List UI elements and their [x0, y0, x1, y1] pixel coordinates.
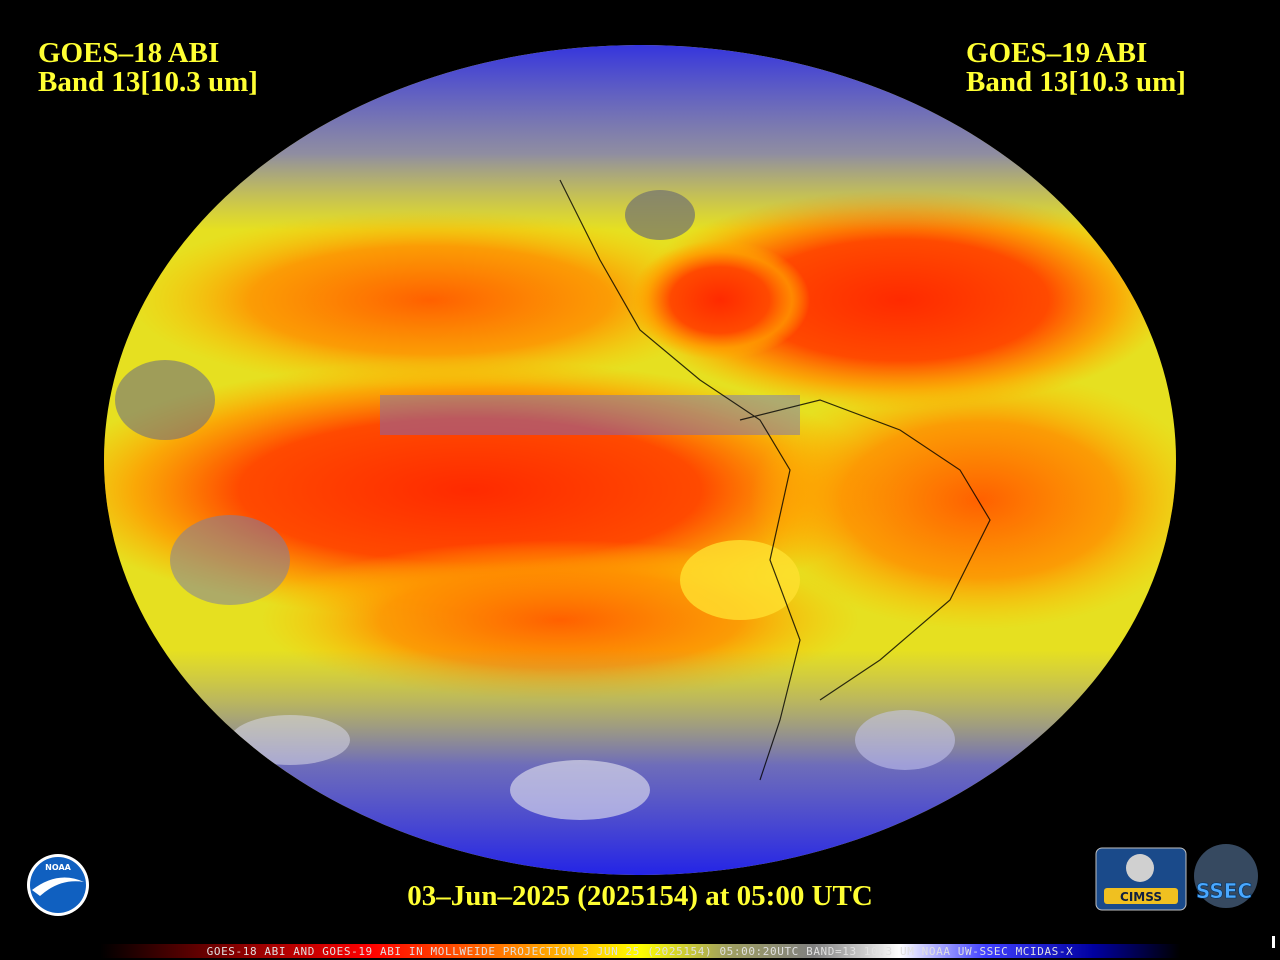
yellow-patch	[680, 540, 800, 620]
noaa-logo: NOAA	[27, 854, 89, 916]
noaa-label: NOAA	[45, 863, 71, 872]
storm-cloud	[170, 515, 290, 605]
footer-caption: GOES-18 ABI AND GOES-19 ABI IN MOLLWEIDE…	[207, 945, 1074, 958]
earth-disk	[104, 45, 1176, 875]
cloud-streak	[510, 760, 650, 820]
right-band: Band 13[10.3 um]	[966, 66, 1186, 98]
timestamp: 03–Jun–2025 (2025154) at 05:00 UTC	[407, 880, 873, 912]
itcz-clouds	[380, 395, 800, 435]
left-band: Band 13[10.3 um]	[38, 66, 258, 98]
cloud-streak	[855, 710, 955, 770]
left-title: GOES–18 ABI	[38, 37, 219, 69]
noaa-disk	[30, 857, 86, 913]
cloud-streak	[230, 715, 350, 765]
ssec-label: SSEC	[1196, 879, 1252, 903]
storm-cloud	[625, 190, 695, 240]
north-atlantic	[630, 190, 1170, 410]
south-atlantic	[750, 370, 1176, 630]
cimss-logo: CIMSS	[1095, 847, 1187, 911]
storm-cloud	[115, 360, 215, 440]
ssec-globe	[1194, 844, 1258, 908]
cimss-label: CIMSS	[1120, 890, 1162, 904]
right-title: GOES–19 ABI	[966, 37, 1147, 69]
color-scale	[100, 944, 1180, 958]
north-pacific	[130, 210, 730, 390]
cimss-dish	[1126, 854, 1154, 882]
cimss-band	[1104, 888, 1178, 904]
noaa-bird	[32, 877, 84, 896]
ssec-logo: SSEC	[1194, 844, 1258, 908]
coastline	[559, 179, 991, 781]
gulf	[630, 240, 810, 360]
scale-marker	[1272, 936, 1275, 948]
